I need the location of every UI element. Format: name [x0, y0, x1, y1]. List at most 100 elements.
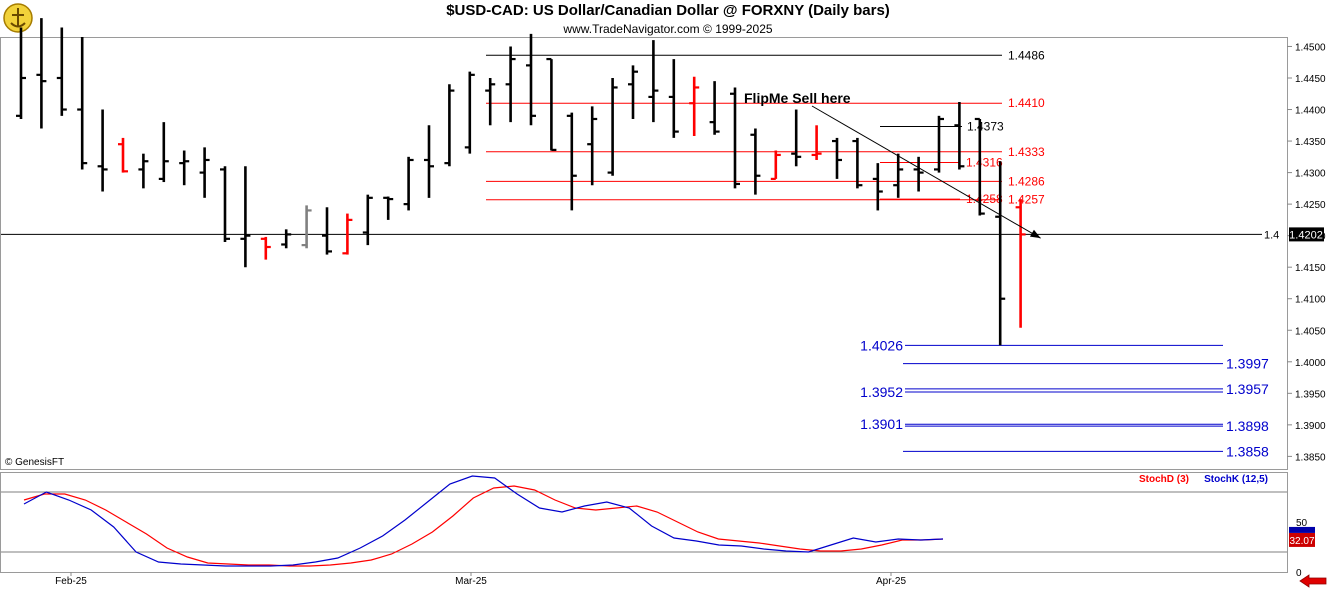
chart-title: $USD-CAD: US Dollar/Canadian Dollar @ FO… — [446, 2, 890, 19]
ohlc-bar — [240, 166, 251, 268]
ohlc-bar — [709, 81, 720, 135]
stoch-tick-label: 50 — [1296, 518, 1308, 529]
ohlc-bar — [301, 205, 312, 249]
current-price-prefix: 1.4 — [1264, 229, 1279, 241]
ohlc-bar — [526, 33, 536, 126]
ohlc-bar — [36, 18, 47, 129]
ohlc-bar — [424, 125, 434, 198]
x-tick-label: Mar-25 — [455, 576, 487, 587]
ohlc-bar — [403, 156, 414, 211]
price-tick-label: 1.4000 — [1295, 358, 1326, 369]
x-tick-label: Apr-25 — [876, 576, 906, 587]
ohlc-bar — [566, 112, 577, 211]
ohlc-bar — [852, 137, 863, 189]
ohlc-bar — [893, 153, 904, 198]
stoch-series-line — [23, 475, 944, 567]
price-panel-frame — [0, 37, 1288, 470]
price-tick-label: 1.4400 — [1295, 106, 1326, 117]
fib-label-red: 1.4333 — [1008, 145, 1045, 159]
ohlc-bar — [383, 196, 394, 220]
scroll-left-arrow-icon[interactable] — [1298, 574, 1328, 588]
ohlc-bar — [750, 128, 761, 195]
ohlc-bar — [505, 46, 516, 123]
ohlc-bar — [546, 57, 557, 151]
ohlc-bar — [811, 125, 822, 160]
ohlc-bar — [464, 71, 475, 154]
sell-arrow — [811, 105, 1041, 239]
ohlc-bar — [628, 65, 638, 119]
sell-annotation: FlipMe Sell here — [744, 90, 851, 106]
target-label-blue: 1.3901 — [860, 416, 903, 432]
fib-label-red: 1.4316 — [966, 156, 1003, 170]
ohlc-bar — [1015, 199, 1026, 328]
legend-stoch-k: StochK (12,5) — [1204, 474, 1268, 485]
resistance-label-black: 1.4486 — [1008, 48, 1045, 62]
price-tick-label: 1.4500 — [1295, 42, 1326, 53]
price-tick-label: 1.4350 — [1295, 137, 1326, 148]
ohlc-bar — [730, 87, 740, 189]
ohlc-bar — [199, 147, 210, 198]
ohlc-bar — [77, 37, 88, 170]
ohlc-bar — [260, 236, 271, 260]
fib-label-red: 1.4257 — [1008, 193, 1045, 207]
ohlc-bar — [16, 27, 26, 119]
price-tick-label: 1.3850 — [1295, 452, 1326, 463]
ohlc-bar — [97, 109, 108, 192]
stoch-value-badge — [1289, 532, 1315, 547]
fib-label-red: 1.4410 — [1008, 96, 1045, 110]
price-tick-label: 1.3950 — [1295, 389, 1326, 400]
ohlc-bar — [587, 106, 598, 186]
target-label-blue: 1.4026 — [860, 337, 903, 353]
ohlc-bar — [607, 77, 618, 176]
stoch-panel-frame — [0, 472, 1288, 573]
ohlc-bar — [138, 153, 149, 189]
chart-subtitle: www.TradeNavigator.com © 1999-2025 — [563, 22, 773, 36]
ohlc-bar — [342, 213, 353, 255]
ohlc-bar — [872, 163, 883, 211]
ohlc-bar — [220, 166, 230, 242]
ohlc-bar — [179, 150, 190, 186]
ohlc-bar — [322, 207, 332, 255]
price-tick-label: 1.4250 — [1295, 200, 1326, 211]
resistance-label-black: 1.4373 — [967, 120, 1004, 134]
ohlc-bar — [689, 76, 700, 137]
price-tick-label: 1.4050 — [1295, 326, 1326, 337]
ohlc-bar — [648, 40, 659, 123]
target-label-blue: 1.3957 — [1226, 381, 1269, 397]
ohlc-bar — [974, 117, 985, 216]
price-tick-label: 1.3900 — [1295, 421, 1326, 432]
stoch-tick-label: 0 — [1296, 568, 1302, 579]
current-price-badge — [1289, 227, 1324, 242]
ohlc-bar — [954, 101, 965, 170]
sell-arrow-shaft — [811, 105, 1041, 239]
target-label-blue: 1.3952 — [860, 384, 903, 400]
sell-arrow-head — [1029, 229, 1041, 239]
ohlc-bar — [485, 77, 496, 126]
target-label-blue: 1.3858 — [1226, 443, 1269, 459]
ohlc-bar — [832, 137, 842, 179]
stoch-series-line — [23, 485, 944, 567]
stoch-value-badge-top — [1289, 526, 1315, 533]
ohlc-bar — [362, 194, 373, 246]
trade-navigator-logo-icon — [3, 3, 33, 33]
target-label-blue: 1.3997 — [1226, 356, 1269, 372]
ohlc-bar — [995, 161, 1006, 346]
ohlc-bar — [444, 84, 455, 167]
price-tick-label: 1.4450 — [1295, 74, 1326, 85]
current-price-label: 1.4202 — [1289, 229, 1323, 241]
ohlc-bar — [158, 122, 169, 183]
ohlc-bar — [913, 156, 924, 192]
ohlc-bar — [791, 109, 802, 167]
fib-label-red: 1.4258 — [966, 192, 1003, 206]
ohlc-bar — [770, 150, 781, 180]
ohlc-bar — [56, 27, 67, 116]
data-copyright: © GenesisFT — [5, 457, 65, 468]
stoch-value-label: 32.07 — [1289, 536, 1314, 547]
price-tick-label: 1.4300 — [1295, 169, 1326, 180]
price-tick-label: 1.4150 — [1295, 263, 1326, 274]
price-tick-label: 1.4100 — [1295, 295, 1326, 306]
x-tick-label: Feb-25 — [55, 576, 87, 587]
fib-label-red: 1.4286 — [1008, 174, 1045, 188]
